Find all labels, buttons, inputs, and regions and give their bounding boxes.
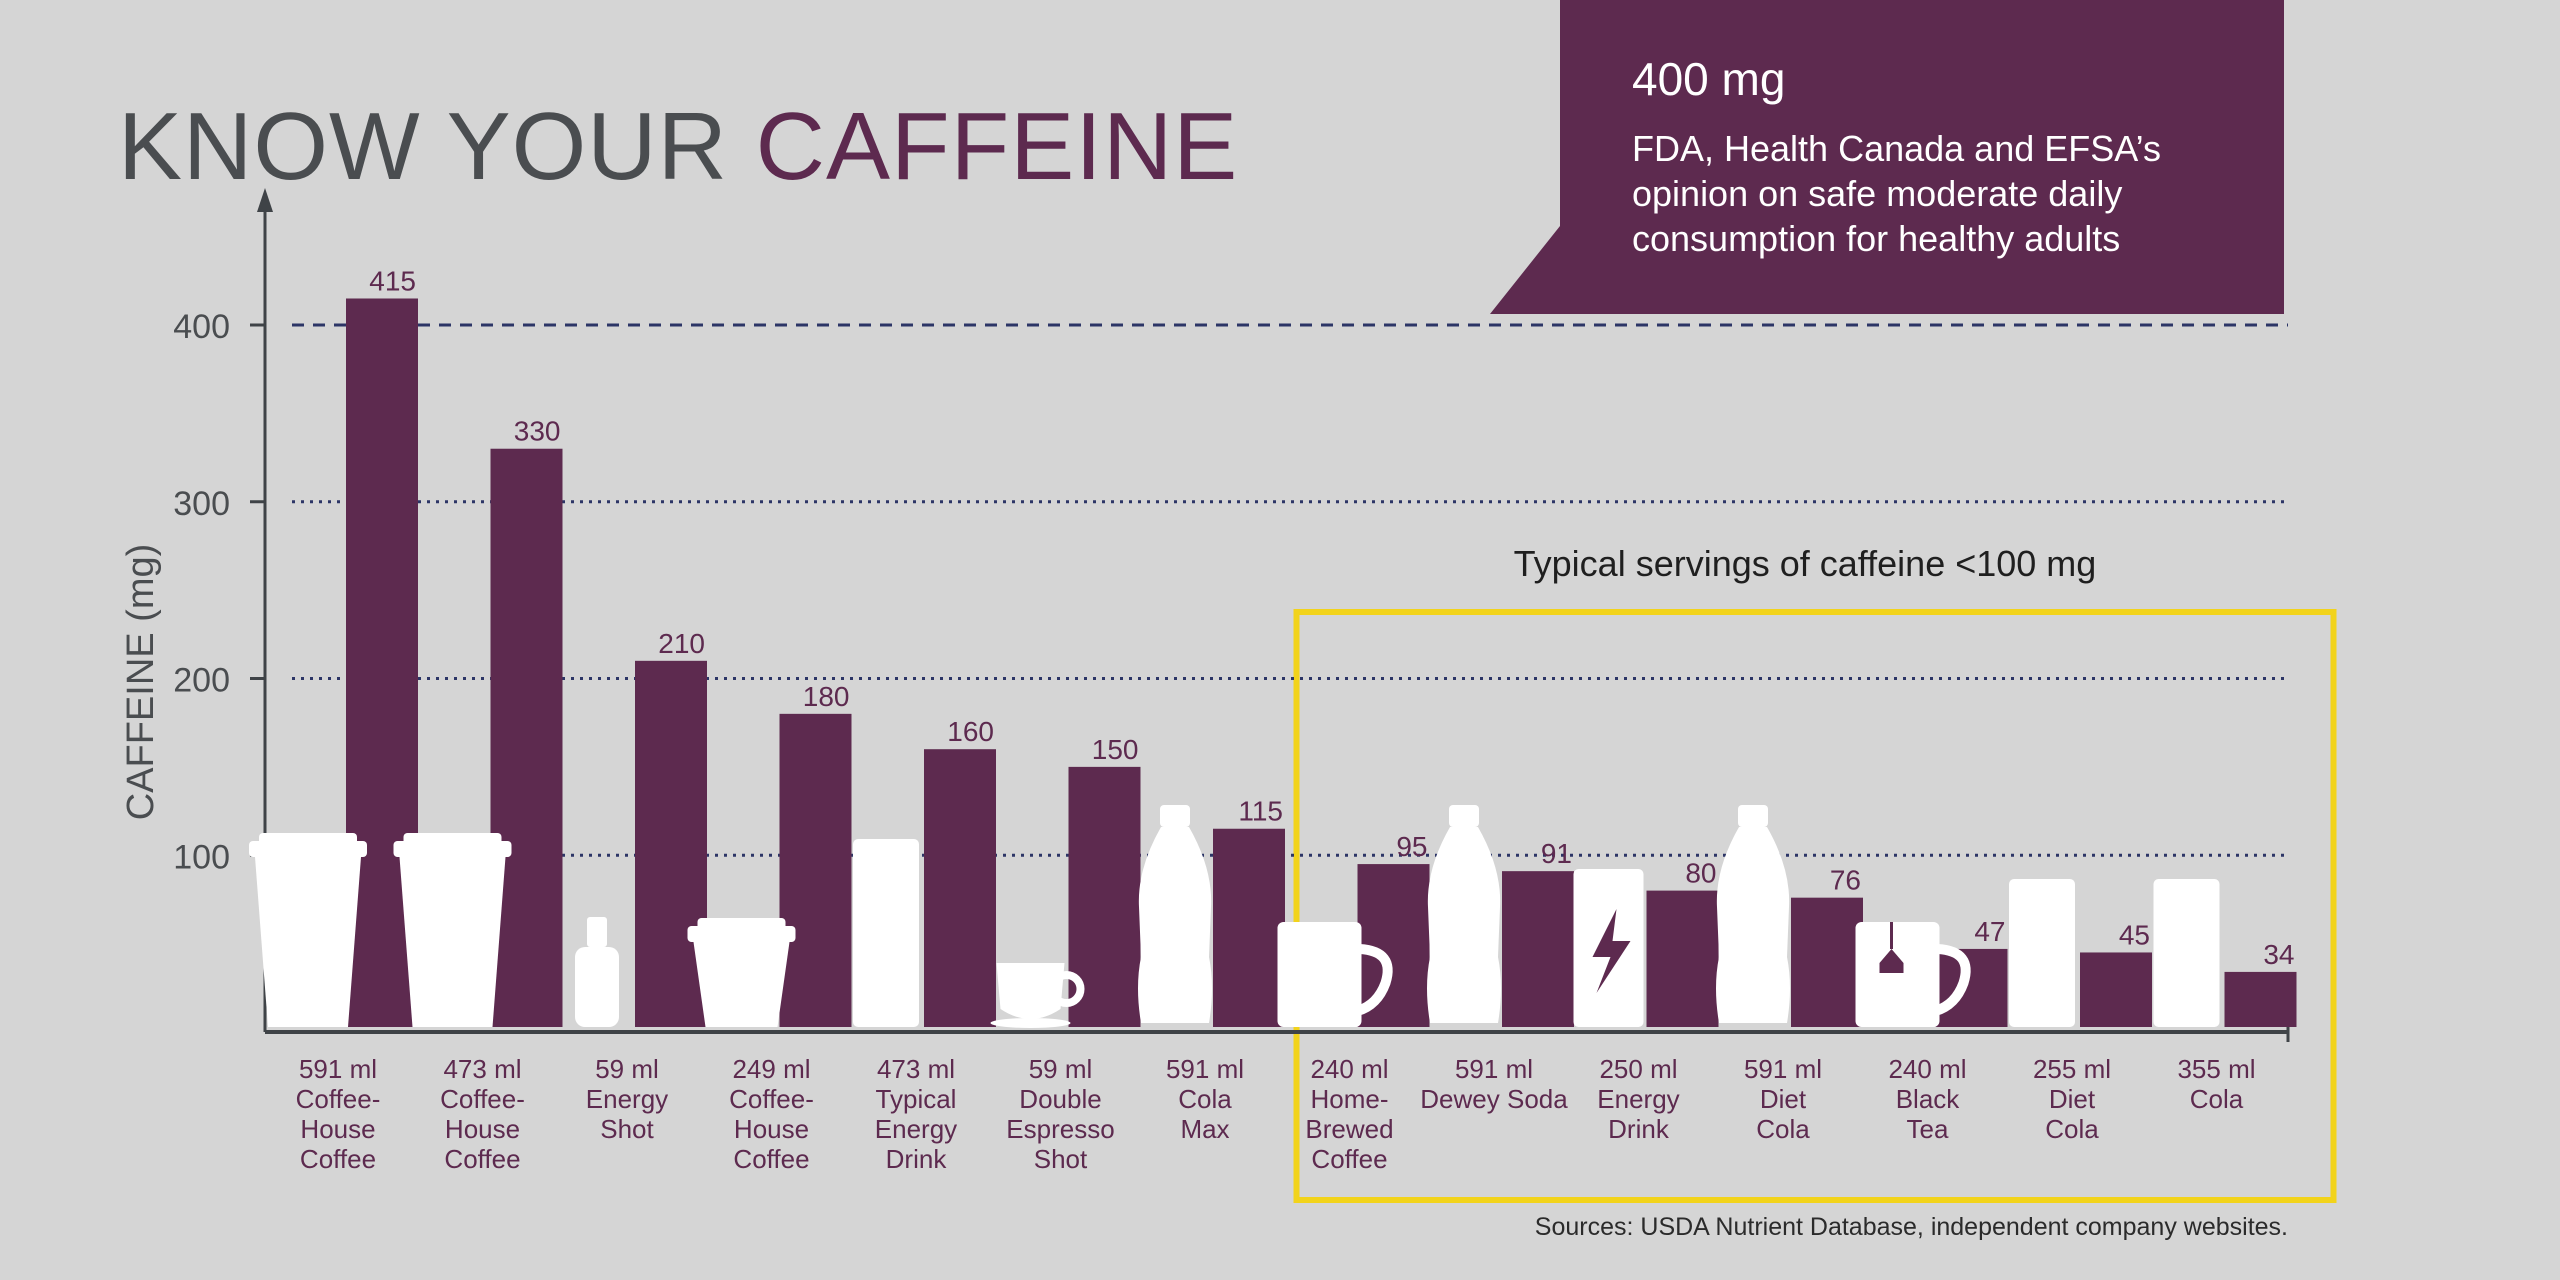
tall-cup-icon (249, 833, 367, 1027)
category-label-11: 240 ml Black Tea (1888, 1054, 1966, 1144)
bar-10 (1791, 897, 1863, 1027)
bar-8 (1502, 871, 1574, 1027)
category-label-0: 591 ml Coffee-House Coffee (296, 1054, 381, 1174)
bar-9 (1646, 890, 1719, 1027)
value-label-0: 415 (369, 265, 416, 296)
title-part-dark: KNOW YOUR (118, 93, 756, 200)
y-tick-label-300: 300 (173, 485, 230, 523)
value-label-2: 210 (658, 628, 705, 659)
y-axis-label: CAFFEINE (mg) (120, 544, 162, 821)
value-label-11: 47 (1974, 916, 2005, 947)
value-label-12: 45 (2119, 919, 2150, 950)
bar-12 (2080, 952, 2152, 1027)
espresso-cup-icon (990, 963, 1085, 1028)
shot-bottle-icon (575, 917, 619, 1027)
title-part-accent: CAFFEINE (755, 93, 1239, 200)
highlight-label: Typical servings of caffeine <100 mg (1514, 543, 2097, 584)
category-label-3: 249 ml Coffee-House Coffee (729, 1054, 814, 1174)
bar-2 (635, 660, 707, 1027)
bottle-icon (1427, 805, 1501, 1023)
short-cup-icon (687, 918, 796, 1027)
category-label-2: 59 ml Energy Shot (586, 1054, 668, 1144)
category-label-5: 59 ml Double Espresso Shot (1006, 1054, 1114, 1174)
bar-13 (2224, 971, 2297, 1027)
value-label-1: 330 (514, 416, 561, 447)
source-note: Sources: USDA Nutrient Database, indepen… (1534, 1213, 2288, 1241)
value-label-7: 95 (1396, 831, 1427, 862)
value-label-4: 160 (947, 716, 994, 747)
bar-5 (1068, 766, 1141, 1027)
bar-4 (924, 749, 996, 1027)
bottle-icon (1138, 805, 1212, 1023)
bar-11 (1935, 948, 2008, 1027)
bar-1 (490, 448, 563, 1028)
category-label-12: 255 ml Diet Cola (2033, 1054, 2111, 1144)
callout: 400 mg FDA, Health Canada and EFSA’s opi… (1632, 52, 2192, 261)
callout-body: FDA, Health Canada and EFSA’s opinion on… (1632, 128, 2161, 259)
tall-cup-icon (393, 833, 512, 1027)
y-tick-label-100: 100 (173, 838, 230, 876)
value-label-6: 115 (1238, 796, 1283, 827)
category-label-13: 355 ml Cola (2177, 1054, 2255, 1114)
tea-mug-icon (1855, 922, 1971, 1027)
callout-heading: 400 mg (1632, 53, 1786, 105)
bar-7 (1357, 864, 1430, 1027)
highlight-box (1293, 609, 2337, 1203)
category-label-1: 473 ml Coffee-House Coffee (440, 1054, 525, 1174)
y-tick-label-400: 400 (173, 308, 230, 346)
can-icon (2153, 879, 2220, 1027)
bar-0 (346, 298, 418, 1027)
value-label-8: 91 (1541, 838, 1572, 869)
tall-can-icon (853, 839, 919, 1027)
bar-6 (1213, 828, 1285, 1027)
can-icon (2009, 879, 2075, 1027)
category-label-10: 591 ml Diet Cola (1744, 1054, 1822, 1144)
bar-3 (779, 713, 852, 1027)
mug-icon (1277, 922, 1393, 1027)
category-label-4: 473 ml Typical Energy Drink (875, 1054, 957, 1174)
category-label-7: 240 ml Home-Brewed Coffee (1305, 1054, 1393, 1174)
value-label-9: 80 (1685, 858, 1716, 889)
category-label-8: 591 ml Dewey Soda (1420, 1054, 1568, 1114)
category-label-9: 250 ml Energy Drink (1597, 1054, 1679, 1144)
value-label-10: 76 (1830, 865, 1861, 896)
page-title: KNOW YOUR CAFFEINE (118, 92, 1238, 202)
value-label-3: 180 (803, 681, 850, 712)
bottle-icon (1716, 805, 1790, 1023)
value-label-5: 150 (1092, 734, 1139, 765)
y-tick-label-200: 200 (173, 662, 230, 700)
value-label-13: 34 (2263, 939, 2294, 970)
category-label-6: 591 ml Cola Max (1166, 1054, 1244, 1144)
energy-can-icon (1573, 869, 1644, 1027)
